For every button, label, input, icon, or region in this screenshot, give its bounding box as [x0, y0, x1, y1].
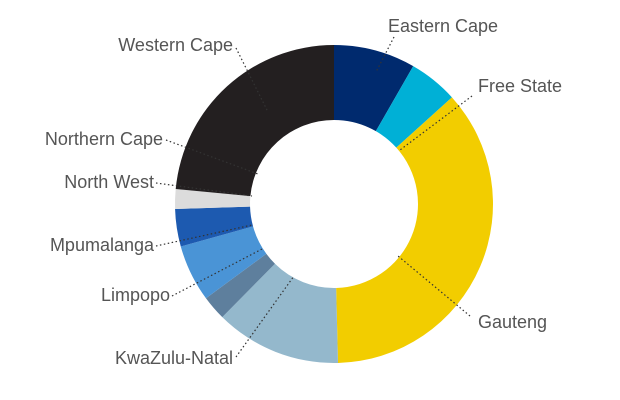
slices-group — [175, 45, 494, 364]
leader-line-free-state — [399, 95, 473, 151]
leader-line-kwazulu-natal — [235, 275, 295, 358]
slice-label-eastern-cape: Eastern Cape — [388, 16, 498, 36]
slice-label-kwazulu-natal: KwaZulu-Natal — [115, 348, 233, 368]
slice-limpopo — [205, 253, 275, 318]
slice-kwazulu-natal — [222, 263, 338, 364]
slice-eastern-cape — [334, 45, 414, 132]
slice-label-limpopo: Limpopo — [101, 285, 170, 305]
leader-line-limpopo — [171, 247, 265, 297]
slice-northern-cape — [175, 189, 251, 209]
slice-gauteng — [336, 97, 494, 363]
slice-label-western-cape: Western Cape — [118, 35, 233, 55]
slice-mpumalanga — [180, 226, 267, 299]
slice-western-cape — [175, 45, 334, 197]
slice-label-northern-cape: Northern Cape — [45, 129, 163, 149]
leader-lines-group — [155, 36, 473, 358]
slice-labels-group: Eastern Cape Free State Gauteng KwaZulu-Nat… — [45, 16, 562, 368]
slice-label-gauteng: Gauteng — [478, 312, 547, 332]
leader-line-eastern-cape — [375, 36, 395, 73]
leader-line-northern-cape — [165, 139, 259, 175]
slice-north-west — [175, 206, 254, 247]
slice-label-free-state: Free State — [478, 76, 562, 96]
leader-line-north-west — [155, 182, 253, 197]
slice-free-state — [375, 66, 452, 148]
slice-label-north-west: North West — [64, 172, 154, 192]
leader-line-mpumalanga — [155, 224, 253, 247]
slice-label-mpumalanga: Mpumalanga — [50, 235, 155, 255]
